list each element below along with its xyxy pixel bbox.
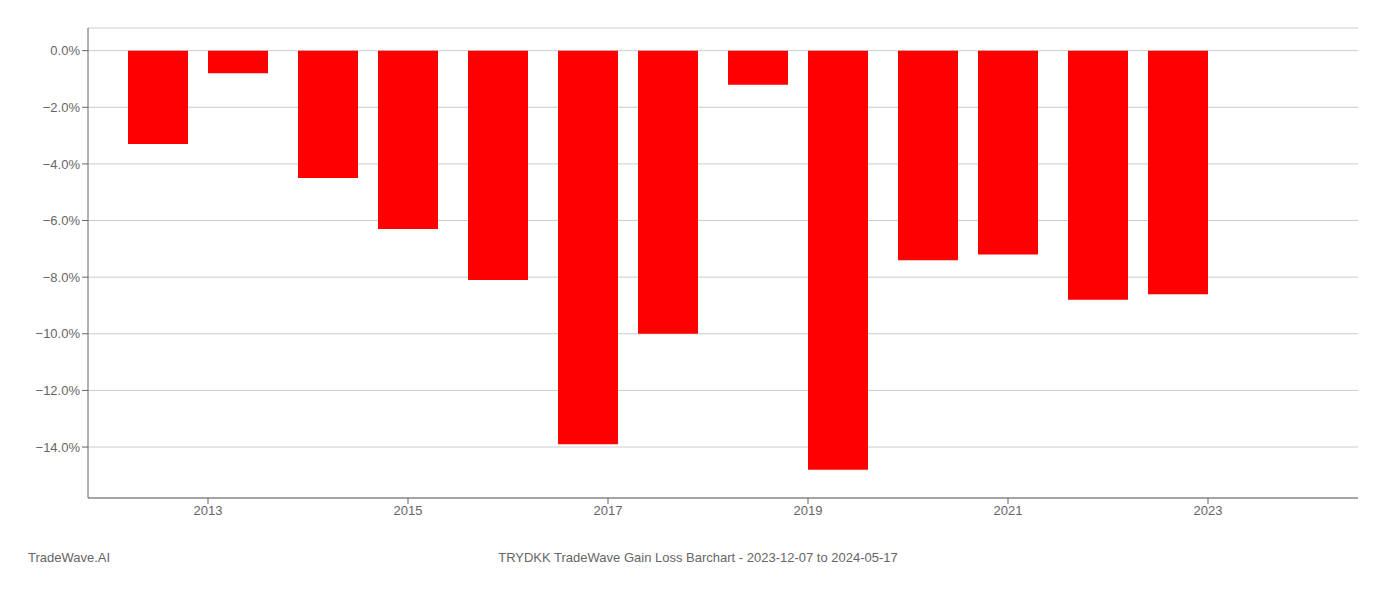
svg-text:2017: 2017 xyxy=(594,503,623,518)
svg-text:−8.0%: −8.0% xyxy=(43,270,81,285)
html-text:TradeWave.AI: TradeWave.AI xyxy=(28,550,111,565)
html-text:TRYDKK TradeWave Gain Loss Bar: TRYDKK TradeWave Gain Loss Barchart - 20… xyxy=(498,550,898,565)
svg-text:−14.0%: −14.0% xyxy=(36,440,81,455)
svg-text:−12.0%: −12.0% xyxy=(36,383,81,398)
svg-text:0.0%: 0.0% xyxy=(50,43,80,58)
svg-text:−10.0%: −10.0% xyxy=(36,326,81,341)
svg-text:−2.0%: −2.0% xyxy=(43,100,81,115)
svg-text:2015: 2015 xyxy=(394,503,423,518)
svg-text:2023: 2023 xyxy=(1194,503,1223,518)
svg-text:−4.0%: −4.0% xyxy=(43,157,81,172)
svg-text:2019: 2019 xyxy=(794,503,823,518)
svg-text:2021: 2021 xyxy=(994,503,1023,518)
svg-text:2013: 2013 xyxy=(194,503,223,518)
svg-text:−6.0%: −6.0% xyxy=(43,213,81,228)
